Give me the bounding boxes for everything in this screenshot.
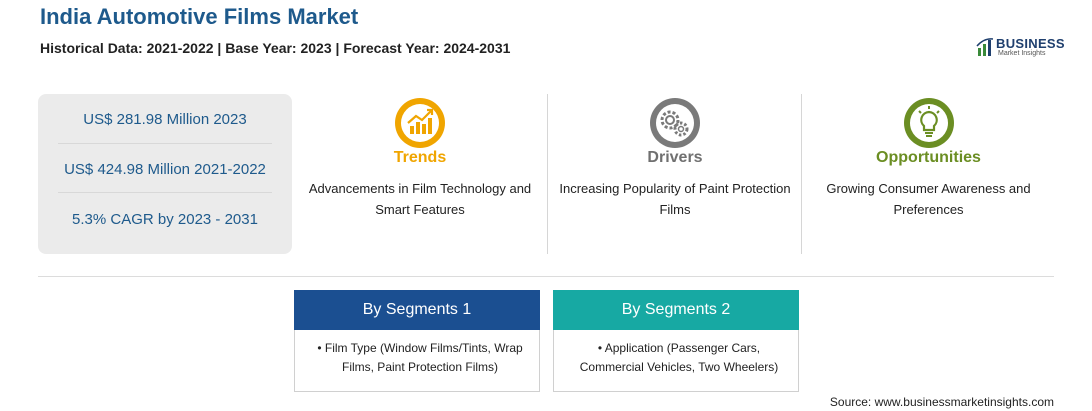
chart-up-icon (395, 98, 445, 148)
section-divider (38, 276, 1054, 277)
lightbulb-icon (903, 98, 954, 148)
segment-card-1: By Segments 1 • Film Type (Window Films/… (294, 290, 540, 392)
divider (58, 143, 272, 144)
column-divider (801, 94, 802, 254)
opportunities-heading: Opportunities (876, 149, 981, 166)
segment-2-item: • Application (Passenger Cars, Commercia… (579, 341, 779, 374)
gears-icon (650, 98, 700, 148)
segment-2-item-text: Application (Passenger Cars, Commercial … (579, 341, 779, 374)
divider (58, 192, 272, 193)
trends-column: Trends Advancements in Film Technology a… (300, 94, 540, 254)
logo-text: BUSINESS (996, 36, 1065, 51)
page-title: India Automotive Films Market (40, 4, 359, 29)
stat-market-value-2023: US$ 281.98 Million 2023 (83, 111, 247, 128)
drivers-heading: Drivers (647, 149, 703, 166)
opportunities-column: Opportunities Growing Consumer Awareness… (806, 94, 1051, 254)
segment-card-2: By Segments 2 • Application (Passenger C… (553, 290, 799, 392)
stats-panel: US$ 281.98 Million 2023 US$ 424.98 Milli… (38, 94, 292, 254)
stat-cagr: 5.3% CAGR by 2023 - 2031 (72, 211, 258, 228)
opportunities-text: Growing Consumer Awareness and Preferenc… (826, 181, 1031, 217)
drivers-text: Increasing Popularity of Paint Protectio… (559, 181, 791, 217)
brand-logo: BUSINESS Market Insights (976, 36, 1066, 62)
page-subtitle: Historical Data: 2021-2022 | Base Year: … (40, 40, 511, 56)
segment-1-item: • Film Type (Window Films/Tints, Wrap Fi… (317, 341, 523, 374)
trends-text: Advancements in Film Technology and Smar… (308, 181, 532, 217)
segment-2-title: By Segments 2 (553, 290, 799, 330)
column-divider (547, 94, 548, 254)
segment-1-item-text: Film Type (Window Films/Tints, Wrap Film… (324, 341, 523, 374)
logo-icon (976, 38, 994, 56)
trends-heading: Trends (393, 149, 447, 166)
drivers-column: Drivers Increasing Popularity of Paint P… (555, 94, 795, 254)
logo-tagline: Market Insights (998, 50, 1046, 57)
segment-1-title: By Segments 1 (294, 290, 540, 330)
source-note: Source: www.businessmarketinsights.com (829, 395, 1054, 409)
stat-market-value-historical: US$ 424.98 Million 2021-2022 (64, 161, 266, 178)
